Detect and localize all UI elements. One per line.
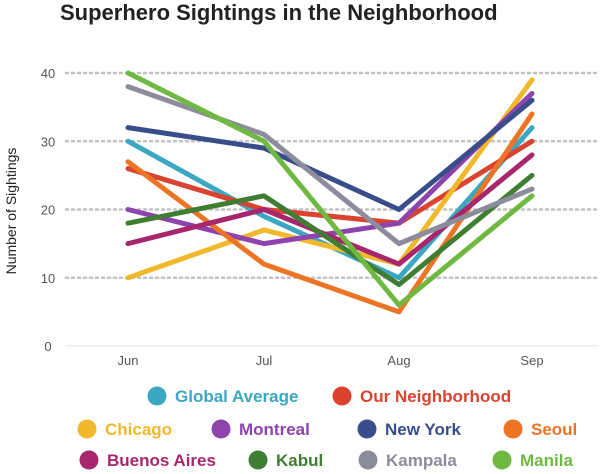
legend: Global Average Our Neighborhood Chicago Mon… [77,386,577,470]
legend-swatch [357,419,377,439]
legend-label: Chicago [105,420,172,439]
legend-label: Kampala [386,451,457,470]
legend-swatch [77,419,97,439]
x-tick-label: Jun [118,353,139,368]
y-axis-ticks: 0 10 20 30 40 [41,66,55,354]
x-tick-label: Sep [520,353,543,368]
x-tick-label: Jul [256,353,273,368]
series-line [125,152,535,267]
series-line [125,77,535,281]
legend-label: Global Average [175,387,298,406]
legend-label: Kabul [276,451,323,470]
legend-label: Our Neighborhood [360,387,511,406]
legend-swatch [147,386,167,406]
series-line [125,97,535,212]
series-line [125,84,535,247]
legend-swatch [503,419,523,439]
y-tick-label: 20 [41,203,55,218]
y-tick-label: 40 [41,66,55,81]
legend-swatch [79,450,99,470]
legend-swatch [248,450,268,470]
legend-label: Buenos Aires [107,451,216,470]
y-tick-label: 10 [41,271,55,286]
legend-swatch [211,419,231,439]
series-line [125,70,535,308]
legend-swatch [492,450,512,470]
y-axis-label: Number of Sightings [3,148,19,275]
legend-label: Seoul [531,420,577,439]
x-axis-ticks: Jun Jul Aug Sep [118,353,544,368]
x-tick-label: Aug [387,353,410,368]
legend-label: Montreal [239,420,310,439]
legend-swatch [332,386,352,406]
series-line [125,172,535,288]
series-lines [125,70,535,315]
series-line [125,111,535,315]
gridlines [64,71,600,347]
y-tick-label: 30 [41,134,55,149]
legend-label: New York [385,420,461,439]
legend-swatch [358,450,378,470]
chart-title: Superhero Sightings in the Neighborhood [60,0,498,25]
series-line [125,138,535,226]
y-tick-label: 0 [44,339,51,354]
legend-label: Manila [520,451,573,470]
